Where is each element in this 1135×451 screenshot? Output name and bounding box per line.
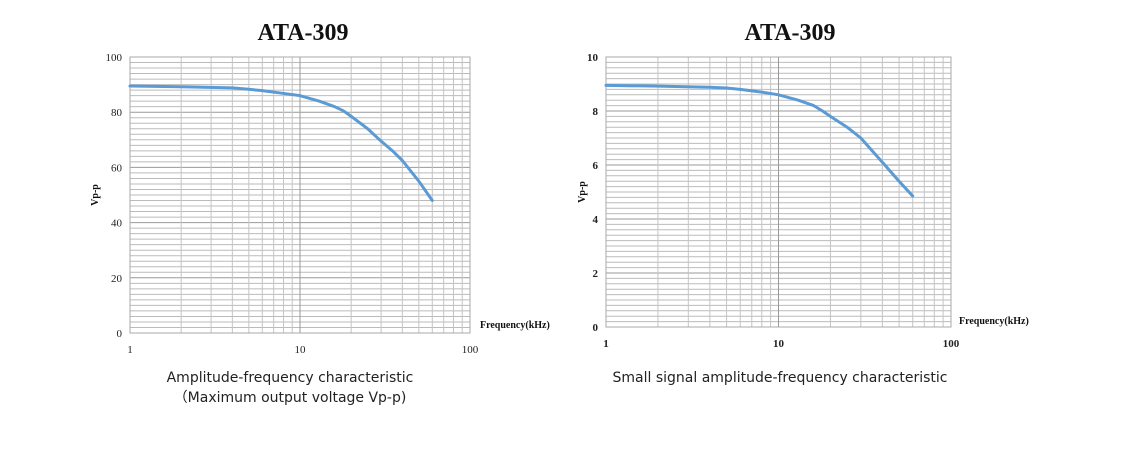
- y-tick-label: 60: [111, 162, 123, 174]
- y-tick-label: 10: [587, 52, 599, 64]
- plot-border: [605, 56, 952, 328]
- x-tick-label: 1: [603, 338, 609, 350]
- y-tick-label: 0: [117, 328, 123, 340]
- caption-left-line1: Amplitude-frequency characteristic: [166, 370, 414, 386]
- caption-left-line2: （Maximum output voltage Vp-p): [173, 390, 407, 406]
- y-tick-label: 20: [111, 273, 123, 285]
- y-tick-label: 40: [111, 218, 123, 230]
- x-tick-label: 10: [773, 338, 785, 350]
- x-axis-label: Frequency(kHz): [959, 316, 1029, 327]
- chart-title: ATA-309: [257, 20, 348, 46]
- caption-right: Small signal amplitude-frequency charact…: [580, 368, 980, 388]
- y-tick-label: 0: [593, 322, 599, 334]
- caption-right-line1: Small signal amplitude-frequency charact…: [612, 370, 948, 386]
- y-tick-label: 100: [106, 52, 123, 64]
- plot-border: [129, 56, 471, 334]
- series-line: [128, 84, 434, 203]
- y-tick-label: 6: [593, 160, 599, 172]
- chart-title: ATA-309: [744, 20, 835, 46]
- y-tick-label: 80: [111, 107, 123, 119]
- y-tick-label: 8: [593, 106, 599, 118]
- series-line: [604, 83, 915, 198]
- x-axis-label: Frequency(kHz): [480, 320, 550, 331]
- y-axis-label: Vp-p: [90, 184, 101, 206]
- y-tick-label: 4: [593, 214, 599, 226]
- y-tick-label: 2: [593, 268, 599, 280]
- x-tick-label: 100: [462, 344, 479, 356]
- x-tick-label: 100: [943, 338, 960, 350]
- caption-left: Amplitude-frequency characteristic （Maxi…: [120, 368, 460, 408]
- y-axis-label: Vp-p: [577, 181, 588, 203]
- x-tick-label: 10: [295, 344, 307, 356]
- x-tick-label: 1: [127, 344, 133, 356]
